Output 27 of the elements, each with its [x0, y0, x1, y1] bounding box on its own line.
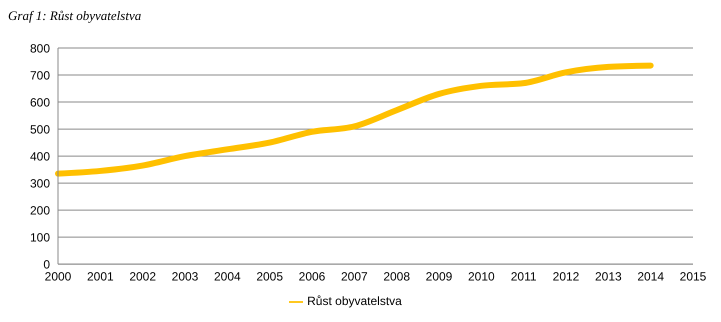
x-tick-label: 2012: [552, 270, 580, 284]
x-tick-label: 2008: [383, 270, 410, 284]
y-tick-label: 700: [30, 68, 50, 82]
y-tick-label: 200: [30, 203, 50, 218]
y-tick-label: 600: [30, 95, 50, 110]
x-tick-label: 2007: [340, 270, 368, 284]
legend-label: Růst obyvatelstva: [307, 294, 402, 308]
x-tick-label: 2000: [44, 270, 72, 284]
x-tick-label: 2004: [214, 270, 242, 284]
x-tick-label: 2003: [172, 270, 199, 284]
y-tick-label: 500: [30, 122, 50, 136]
y-tick-label: 800: [30, 41, 50, 56]
x-tick-label: 2011: [510, 270, 537, 284]
x-tick-label: 2014: [637, 270, 664, 284]
y-tick-label: 0: [43, 257, 50, 272]
chart-title: Graf 1: Růst obyvatelstva: [8, 8, 142, 24]
y-tick-label: 100: [30, 230, 50, 244]
x-tick-label: 2009: [426, 270, 453, 284]
x-tick-label: 2006: [298, 270, 326, 284]
y-tick-label: 300: [30, 176, 50, 190]
x-tick-label: 2013: [594, 270, 622, 284]
x-tick-label: 2010: [468, 270, 496, 284]
y-tick-label: 400: [30, 149, 50, 164]
x-tick-label: 2005: [256, 270, 284, 284]
x-tick-label: 2001: [86, 270, 114, 284]
x-tick-label: 2002: [129, 270, 156, 284]
x-tick-label: 2015: [680, 270, 707, 284]
